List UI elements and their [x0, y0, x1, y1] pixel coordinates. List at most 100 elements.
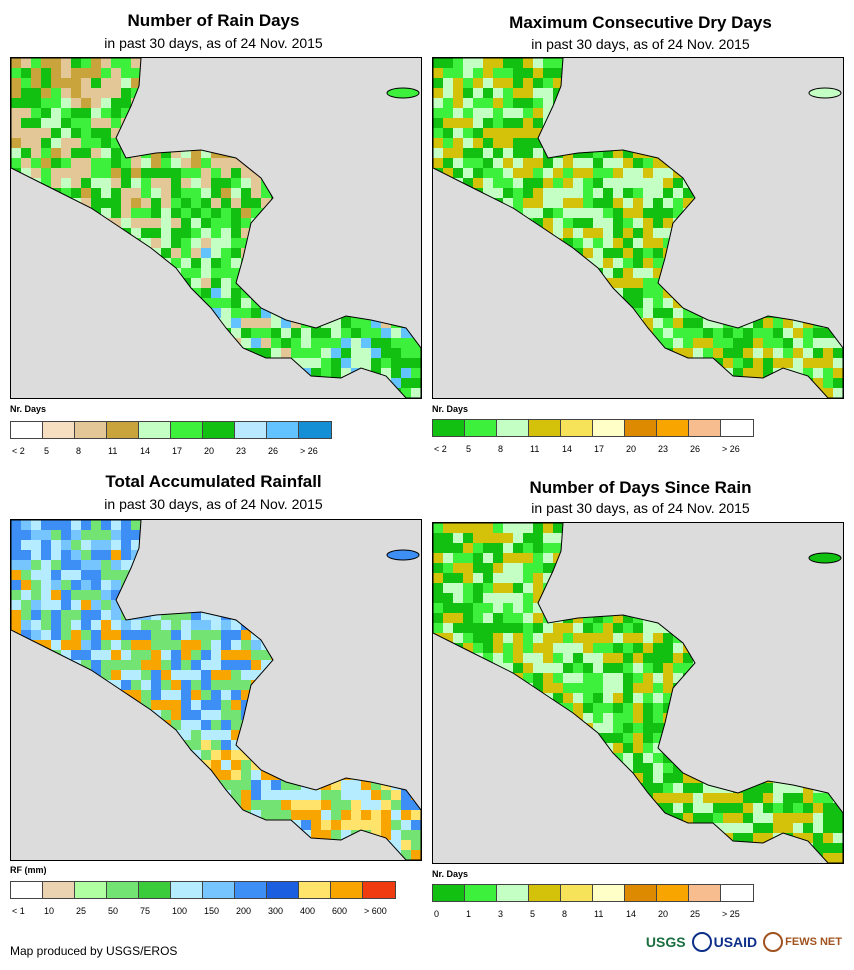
panel-title: Total Accumulated Rainfall [105, 472, 322, 491]
legend-swatch [433, 420, 465, 436]
land-grid [11, 520, 421, 860]
usaid-seal-icon [691, 932, 712, 952]
legend-tick-label: > 26 [300, 446, 318, 456]
legend-tick-label: 1 [466, 909, 472, 919]
legend-tick-label: 23 [236, 446, 247, 456]
island [386, 549, 420, 561]
legend-swatch [75, 882, 107, 898]
legend-title: RF (mm) [10, 865, 47, 875]
map-rainfall [10, 519, 422, 861]
legend-tick-label: < 2 [434, 444, 447, 454]
legend-swatch [299, 882, 331, 898]
island [386, 87, 420, 99]
legend-tick-label: 75 [140, 906, 151, 916]
legend-tick-label: 5 [530, 909, 536, 919]
legend-tick-label: 25 [76, 906, 87, 916]
legend-tick-label: > 25 [722, 909, 740, 919]
legend-swatch [561, 885, 593, 901]
legend-swatch [107, 422, 139, 438]
legend-tick-label: 14 [140, 446, 151, 456]
map-rain-days [10, 57, 422, 399]
panel-rainfall: Total Accumulated Rainfall in past 30 da… [0, 472, 427, 970]
legend-swatch [363, 882, 395, 898]
legend-tick-label: > 26 [722, 444, 740, 454]
legend-rainfall [10, 881, 396, 899]
legend-swatch [299, 422, 331, 438]
panel-subtitle: in past 30 days, as of 24 Nov. 2015 [531, 500, 750, 516]
land-grid [433, 58, 843, 398]
legend-swatch [171, 882, 203, 898]
legend-tick-label: 0 [434, 909, 440, 919]
legend-swatch [657, 885, 689, 901]
legend-swatch [107, 882, 139, 898]
legend-swatch [139, 422, 171, 438]
legend-swatch [465, 420, 497, 436]
legend-tick-label: > 600 [364, 906, 387, 916]
legend-tick-label: 20 [658, 909, 669, 919]
legend-swatch [11, 882, 43, 898]
legend-tick-label: < 2 [12, 446, 25, 456]
legend-tick-label: 400 [300, 906, 316, 916]
legend-tick-label: 300 [268, 906, 284, 916]
legend-tick-label: 26 [268, 446, 279, 456]
legend-tick-label: 11 [530, 444, 540, 454]
map-canvas [433, 523, 843, 863]
legend-swatch [331, 882, 363, 898]
legend-tick-label: 200 [236, 906, 252, 916]
legend-swatch [11, 422, 43, 438]
credit-text: Map produced by USGS/EROS [10, 944, 178, 958]
legend-swatch [593, 420, 625, 436]
map-canvas [433, 58, 843, 398]
legend-tick-label: 5 [44, 446, 50, 456]
legend-tick-label: 17 [594, 444, 605, 454]
land-grid [433, 523, 843, 863]
legend-tick-label: 23 [658, 444, 669, 454]
legend-tick-label: 14 [626, 909, 637, 919]
panel-title: Maximum Consecutive Dry Days [509, 13, 772, 32]
legend-swatch [43, 882, 75, 898]
legend-title: Nr. Days [432, 404, 469, 414]
legend-swatch [267, 422, 299, 438]
legend-days-since-rain [432, 884, 754, 902]
legend-swatch [689, 885, 721, 901]
legend-title: Nr. Days [10, 404, 47, 414]
fews-globe-icon [763, 932, 784, 952]
legend-swatch [625, 885, 657, 901]
legend-swatch [235, 882, 267, 898]
legend-tick-label: < 1 [12, 906, 25, 916]
legend-swatch [529, 420, 561, 436]
legend-tick-label: 14 [562, 444, 573, 454]
panel-subtitle: in past 30 days, as of 24 Nov. 2015 [104, 35, 323, 51]
panel-subtitle: in past 30 days, as of 24 Nov. 2015 [104, 496, 323, 512]
land-grid [11, 58, 421, 398]
legend-swatch [625, 420, 657, 436]
panel-days-since-rain: Number of Days Since Rain in past 30 day… [427, 478, 854, 970]
legend-swatch [203, 882, 235, 898]
panel-subtitle: in past 30 days, as of 24 Nov. 2015 [531, 36, 750, 52]
legend-tick-label: 8 [498, 444, 504, 454]
island [808, 87, 842, 99]
legend-tick-label: 10 [44, 906, 55, 916]
legend-tick-label: 25 [690, 909, 701, 919]
legend-swatch [497, 885, 529, 901]
fews-logo: FEWS NET [763, 932, 842, 952]
legend-swatch [433, 885, 465, 901]
legend-tick-label: 11 [594, 909, 604, 919]
map-canvas [11, 520, 421, 860]
coastline [11, 520, 421, 860]
legend-tick-label: 50 [108, 906, 119, 916]
legend-swatch [235, 422, 267, 438]
map-days-since-rain [432, 522, 844, 864]
usgs-logo: USGS [645, 934, 686, 950]
legend-swatch [657, 420, 689, 436]
map-dry-days [432, 57, 844, 399]
legend-tick-label: 600 [332, 906, 348, 916]
legend-swatch [171, 422, 203, 438]
legend-tick-label: 8 [76, 446, 82, 456]
legend-tick-label: 5 [466, 444, 472, 454]
panel-title: Number of Rain Days [127, 11, 300, 30]
legend-rain-days [10, 421, 332, 439]
legend-swatch [593, 885, 625, 901]
legend-swatch [203, 422, 235, 438]
legend-dry-days [432, 419, 754, 437]
